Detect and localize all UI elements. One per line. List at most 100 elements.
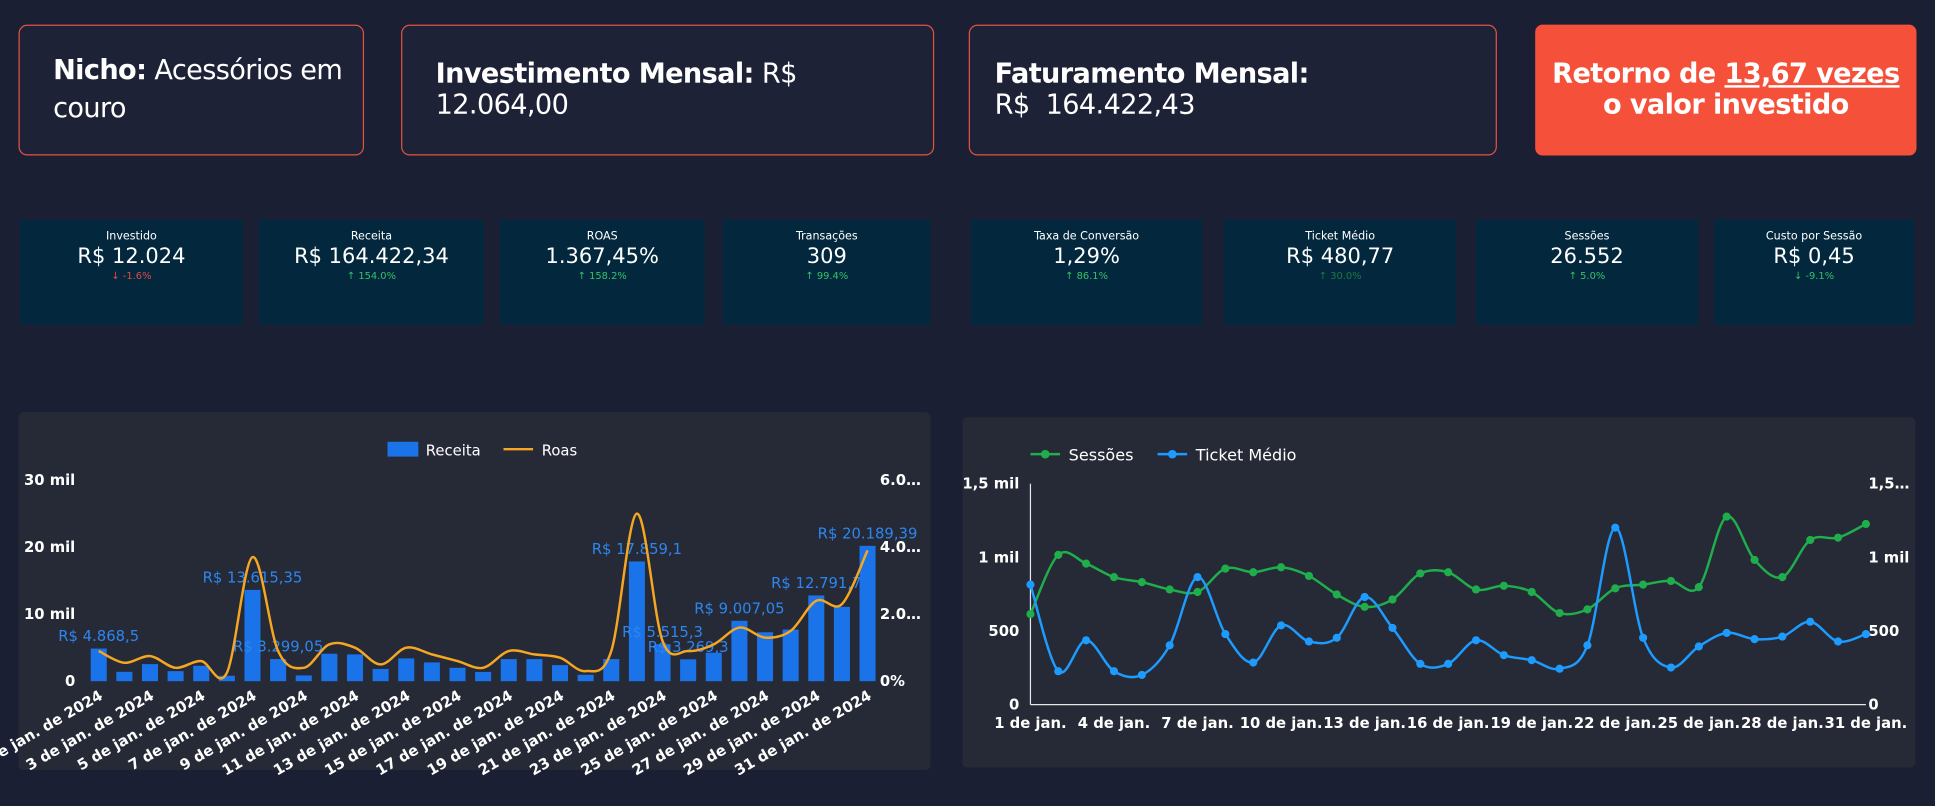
bar bbox=[808, 595, 825, 682]
point bbox=[1193, 587, 1202, 597]
point bbox=[1444, 568, 1453, 577]
label: Faturamento Mensal: bbox=[994, 59, 1310, 91]
legend-dot bbox=[1168, 449, 1177, 459]
bar bbox=[731, 620, 748, 682]
y-tick-label: 500 bbox=[988, 623, 1019, 640]
return-line: Retorno de 13,67 vezes bbox=[1535, 59, 1916, 90]
data-label: R$ 3.299,05 bbox=[233, 639, 323, 656]
point bbox=[1778, 632, 1787, 641]
x-tick-label: 19 de jan. bbox=[1490, 715, 1573, 732]
point bbox=[1193, 573, 1202, 582]
point bbox=[1611, 584, 1620, 593]
point bbox=[1555, 664, 1564, 673]
highlight: 13,67 vezes bbox=[1724, 59, 1900, 91]
y2-tick-label: 1,5… bbox=[1868, 476, 1909, 493]
legend-label: Roas bbox=[542, 442, 577, 459]
bar bbox=[628, 561, 645, 682]
y-tick-label: 0 bbox=[1009, 697, 1019, 714]
niche-text: Nicho: Acessórios em couro bbox=[53, 52, 348, 129]
point bbox=[1861, 630, 1870, 639]
y2-tick-label: 2.0… bbox=[880, 606, 921, 623]
legend-label: Sessões bbox=[1069, 445, 1134, 464]
panel bbox=[962, 417, 1916, 768]
point bbox=[1694, 583, 1703, 592]
bar bbox=[193, 665, 210, 682]
point bbox=[1082, 636, 1091, 645]
bar bbox=[295, 675, 312, 682]
point bbox=[1277, 621, 1286, 630]
point bbox=[1861, 519, 1870, 529]
bar bbox=[833, 606, 850, 682]
point bbox=[1833, 533, 1843, 542]
bar bbox=[321, 653, 338, 682]
value: Acessórios em couro bbox=[53, 55, 343, 125]
point bbox=[1583, 605, 1592, 614]
investment-card: Investimento Mensal: R$ 12.064,00 bbox=[401, 24, 935, 156]
point bbox=[1388, 623, 1397, 632]
point bbox=[1806, 535, 1815, 545]
bar bbox=[680, 659, 697, 682]
point bbox=[1109, 667, 1119, 676]
point bbox=[1360, 592, 1369, 602]
y-tick-label: 1 mil bbox=[978, 549, 1019, 566]
y2-tick-label: 6.0… bbox=[880, 472, 921, 489]
bar bbox=[270, 659, 287, 682]
kpi-label: Taxa de Conversão bbox=[1034, 230, 1140, 244]
kpi-label: Sessões bbox=[1564, 230, 1610, 244]
x-tick-label: 31 de jan. bbox=[1825, 715, 1908, 732]
point bbox=[1639, 633, 1648, 642]
point bbox=[1082, 559, 1091, 568]
data-label: R$ 20.189,39 bbox=[818, 525, 918, 542]
point bbox=[1249, 658, 1258, 667]
point bbox=[1221, 630, 1230, 639]
point bbox=[1444, 659, 1453, 668]
point bbox=[1555, 608, 1564, 618]
data-label: R$ 17.859,1 bbox=[592, 541, 682, 558]
point bbox=[1499, 581, 1508, 590]
kpi-label: Receita bbox=[350, 230, 393, 244]
value: R$ 164.422,43 bbox=[994, 90, 1196, 121]
point bbox=[1527, 656, 1536, 665]
y-tick-label: 0 bbox=[65, 673, 75, 690]
bar bbox=[244, 589, 261, 682]
line bbox=[98, 512, 869, 680]
y2-tick-label: 0% bbox=[880, 673, 905, 690]
point bbox=[1750, 635, 1759, 644]
legend-label: Receita bbox=[426, 442, 481, 459]
x-tick-label: 16 de jan. bbox=[1407, 715, 1490, 732]
x-tick-label: 4 de jan. bbox=[1078, 715, 1150, 732]
label: Investimento Mensal: bbox=[435, 59, 755, 91]
y-tick-label: 10 mil bbox=[24, 606, 75, 623]
point bbox=[1778, 573, 1787, 582]
kpi-value: 1.367,45% bbox=[545, 244, 659, 270]
point bbox=[1666, 663, 1676, 672]
bar bbox=[423, 662, 440, 682]
bar bbox=[167, 671, 184, 682]
niche-card: Nicho: Acessórios em couro bbox=[18, 24, 365, 156]
bar bbox=[141, 664, 159, 682]
bar bbox=[526, 659, 543, 682]
bar bbox=[346, 654, 364, 682]
bar bbox=[116, 671, 133, 682]
revenue-text: Faturamento Mensal: R$ 164.422,43 bbox=[995, 59, 1471, 121]
label: Nicho: bbox=[53, 55, 147, 87]
point bbox=[1277, 563, 1286, 572]
kpi-value: 26.552 bbox=[1550, 244, 1624, 270]
value: R$ 12.064,00 bbox=[435, 59, 798, 121]
data-label: R$ 12.791,7 bbox=[771, 575, 861, 592]
point bbox=[1026, 610, 1035, 619]
y2-tick-label: 1 mil bbox=[1868, 549, 1909, 566]
point bbox=[1583, 641, 1592, 650]
revenue-card: Faturamento Mensal: R$ 164.422,43 bbox=[968, 24, 1497, 156]
point bbox=[1304, 571, 1313, 581]
point bbox=[1332, 633, 1341, 642]
kpi-value: R$ 12.024 bbox=[77, 244, 186, 270]
point bbox=[1666, 576, 1676, 586]
bar bbox=[757, 632, 774, 682]
